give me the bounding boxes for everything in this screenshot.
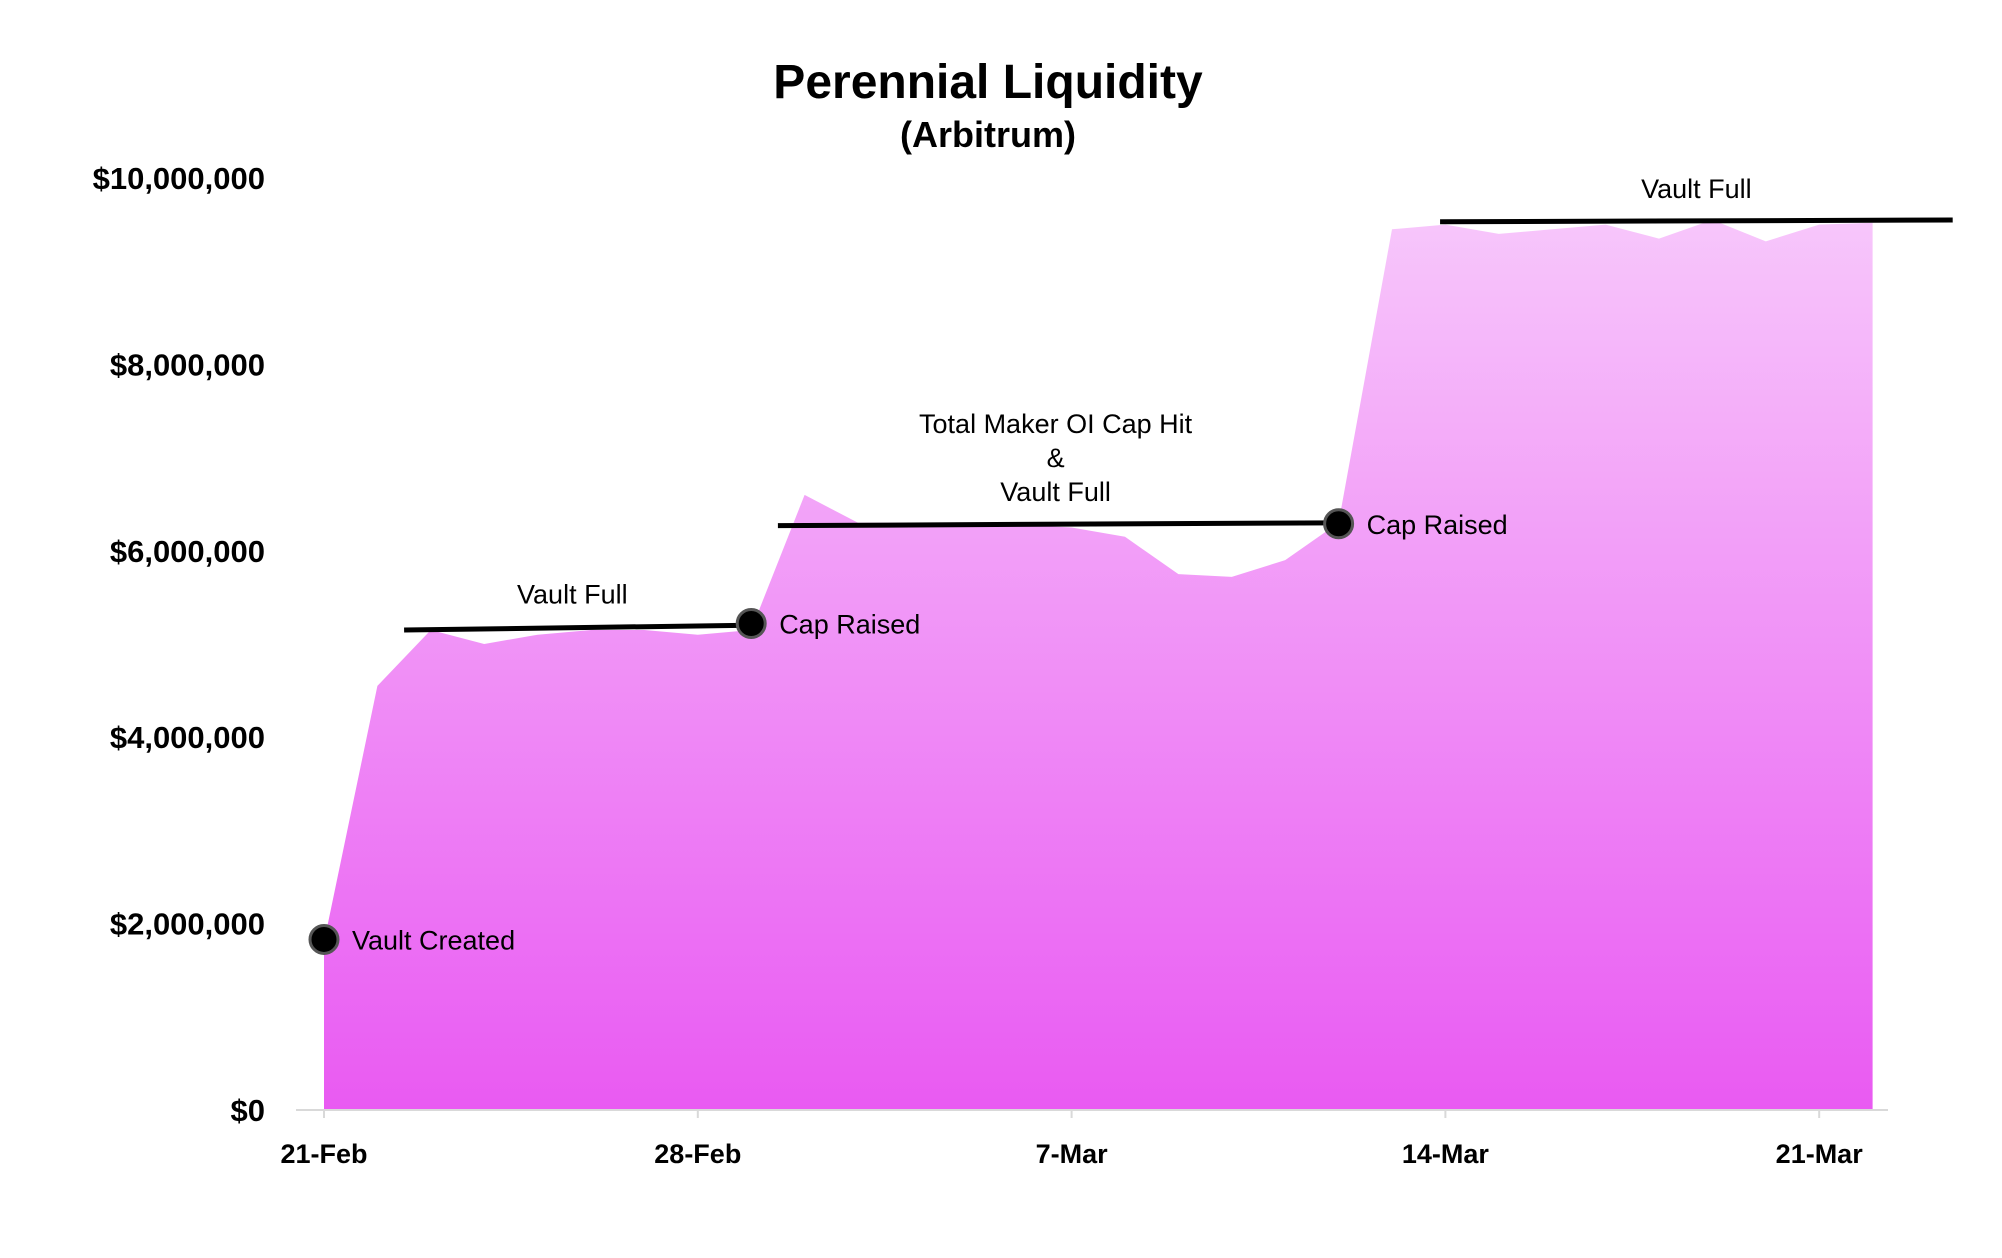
x-tick-label: 14-Mar bbox=[1402, 1139, 1490, 1169]
annotation-point-label: Vault Created bbox=[352, 925, 515, 955]
annotation-line-1 bbox=[404, 622, 741, 633]
annotation-point-label: Cap Raised bbox=[1367, 510, 1508, 540]
x-tick-label: 21-Feb bbox=[280, 1139, 367, 1169]
area-series bbox=[324, 219, 1873, 1110]
annotation-line-label: Vault Full bbox=[1000, 477, 1111, 507]
y-tick-label: $4,000,000 bbox=[110, 720, 265, 755]
annotation-line-label: Vault Full bbox=[517, 579, 628, 609]
annotation-line-label: Total Maker OI Cap Hit bbox=[919, 409, 1193, 439]
x-tick-label: 28-Feb bbox=[654, 1139, 741, 1169]
axes: $0 $2,000,000 $4,000,000 $6,000,000 $8,000,0… bbox=[93, 161, 1888, 1169]
annotation-marker-3 bbox=[1323, 508, 1355, 540]
x-tick-label: 7-Mar bbox=[1036, 1139, 1109, 1169]
chart-title: Perennial Liquidity bbox=[773, 56, 1203, 109]
annotation-line-2 bbox=[777, 520, 1334, 529]
y-tick-label: $2,000,000 bbox=[110, 907, 265, 942]
annotations: Vault Full Total Maker OI Cap Hit & Vault F… bbox=[308, 174, 1953, 955]
y-tick-label: $10,000,000 bbox=[93, 161, 265, 196]
annotation-marker-2 bbox=[735, 607, 767, 639]
x-tick-label: 21-Mar bbox=[1776, 1139, 1864, 1169]
area-fill bbox=[324, 219, 1873, 1110]
chart-subtitle: (Arbitrum) bbox=[900, 114, 1076, 155]
y-tick-label: $6,000,000 bbox=[110, 534, 265, 569]
annotation-line-3 bbox=[1440, 217, 1953, 225]
y-tick-label: $0 bbox=[231, 1093, 265, 1128]
annotation-point-label: Cap Raised bbox=[779, 609, 920, 639]
y-tick-label: $8,000,000 bbox=[110, 347, 265, 382]
annotation-marker-1 bbox=[308, 923, 340, 955]
annotation-line-label: Vault Full bbox=[1641, 174, 1752, 204]
annotation-line-label: & bbox=[1047, 443, 1065, 473]
